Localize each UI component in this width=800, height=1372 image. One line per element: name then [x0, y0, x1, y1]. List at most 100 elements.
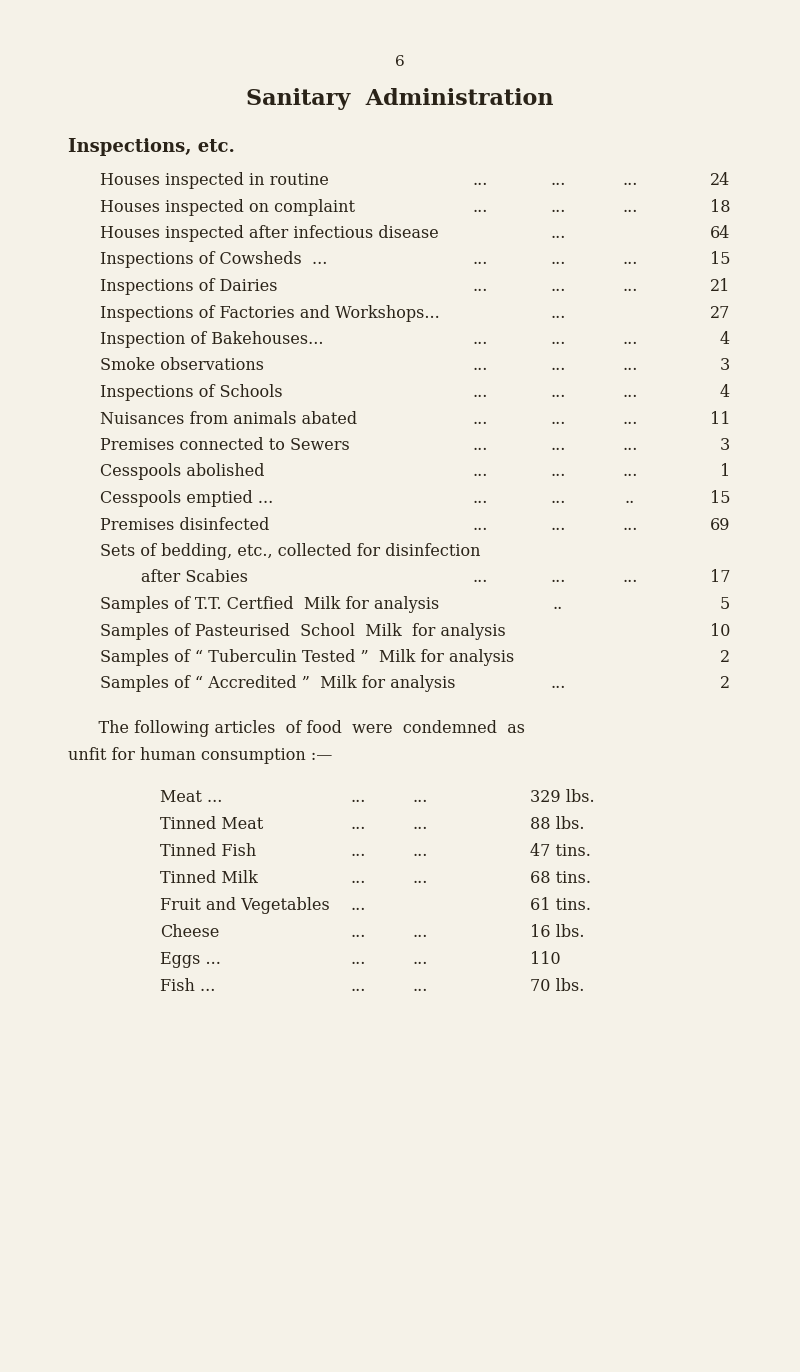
Text: ...: ... — [622, 516, 638, 534]
Text: Samples of Pasteurised  School  Milk  for analysis: Samples of Pasteurised School Milk for a… — [100, 623, 506, 639]
Text: Meat ...: Meat ... — [160, 789, 222, 805]
Text: Inspection of Bakehouses...: Inspection of Bakehouses... — [100, 331, 323, 348]
Text: Smoke observations: Smoke observations — [100, 358, 264, 375]
Text: ...: ... — [622, 172, 638, 189]
Text: 18: 18 — [710, 199, 730, 215]
Text: ...: ... — [622, 438, 638, 454]
Text: Fruit and Vegetables: Fruit and Vegetables — [160, 897, 330, 914]
Text: ...: ... — [350, 870, 366, 888]
Text: 17: 17 — [710, 569, 730, 586]
Text: Houses inspected on complaint: Houses inspected on complaint — [100, 199, 355, 215]
Text: Samples of “ Tuberculin Tested ”  Milk for analysis: Samples of “ Tuberculin Tested ” Milk fo… — [100, 649, 514, 665]
Text: ...: ... — [550, 569, 566, 586]
Text: 27: 27 — [710, 305, 730, 321]
Text: 16 lbs.: 16 lbs. — [530, 923, 585, 941]
Text: 110: 110 — [530, 951, 561, 969]
Text: Sanitary  Administration: Sanitary Administration — [246, 88, 554, 110]
Text: ...: ... — [550, 305, 566, 321]
Text: ...: ... — [472, 172, 488, 189]
Text: 61 tins.: 61 tins. — [530, 897, 591, 914]
Text: Tinned Fish: Tinned Fish — [160, 842, 256, 860]
Text: ...: ... — [350, 789, 366, 805]
Text: ..: .. — [625, 490, 635, 508]
Text: ...: ... — [550, 675, 566, 693]
Text: ...: ... — [472, 358, 488, 375]
Text: ...: ... — [350, 978, 366, 995]
Text: ...: ... — [350, 951, 366, 969]
Text: Inspections of Factories and Workshops...: Inspections of Factories and Workshops..… — [100, 305, 440, 321]
Text: unfit for human consumption :—: unfit for human consumption :— — [68, 746, 332, 763]
Text: Eggs ...: Eggs ... — [160, 951, 221, 969]
Text: ...: ... — [622, 410, 638, 428]
Text: 10: 10 — [710, 623, 730, 639]
Text: The following articles  of food  were  condemned  as: The following articles of food were cond… — [78, 720, 525, 737]
Text: Nuisances from animals abated: Nuisances from animals abated — [100, 410, 357, 428]
Text: ...: ... — [412, 816, 428, 833]
Text: ...: ... — [622, 331, 638, 348]
Text: Houses inspected in routine: Houses inspected in routine — [100, 172, 329, 189]
Text: 329 lbs.: 329 lbs. — [530, 789, 594, 805]
Text: ...: ... — [550, 279, 566, 295]
Text: Cesspools abolished: Cesspools abolished — [100, 464, 265, 480]
Text: ...: ... — [412, 789, 428, 805]
Text: ...: ... — [472, 279, 488, 295]
Text: ...: ... — [550, 358, 566, 375]
Text: Houses inspected after infectious disease: Houses inspected after infectious diseas… — [100, 225, 438, 241]
Text: Cesspools emptied ...: Cesspools emptied ... — [100, 490, 274, 508]
Text: Premises connected to Sewers: Premises connected to Sewers — [100, 438, 350, 454]
Text: ...: ... — [412, 870, 428, 888]
Text: 3: 3 — [720, 438, 730, 454]
Text: ...: ... — [472, 516, 488, 534]
Text: ...: ... — [622, 569, 638, 586]
Text: ...: ... — [550, 490, 566, 508]
Text: ...: ... — [622, 384, 638, 401]
Text: 15: 15 — [710, 490, 730, 508]
Text: 6: 6 — [395, 55, 405, 69]
Text: 2: 2 — [720, 649, 730, 665]
Text: 1: 1 — [720, 464, 730, 480]
Text: Inspections of Dairies: Inspections of Dairies — [100, 279, 278, 295]
Text: 15: 15 — [710, 251, 730, 269]
Text: ...: ... — [412, 951, 428, 969]
Text: ...: ... — [472, 331, 488, 348]
Text: ...: ... — [622, 199, 638, 215]
Text: ...: ... — [550, 225, 566, 241]
Text: ...: ... — [550, 516, 566, 534]
Text: ...: ... — [472, 438, 488, 454]
Text: ...: ... — [472, 464, 488, 480]
Text: ...: ... — [472, 199, 488, 215]
Text: 70 lbs.: 70 lbs. — [530, 978, 584, 995]
Text: ...: ... — [550, 331, 566, 348]
Text: 88 lbs.: 88 lbs. — [530, 816, 585, 833]
Text: ...: ... — [550, 438, 566, 454]
Text: Inspections, etc.: Inspections, etc. — [68, 139, 235, 156]
Text: ...: ... — [550, 199, 566, 215]
Text: ...: ... — [472, 251, 488, 269]
Text: ...: ... — [412, 923, 428, 941]
Text: ...: ... — [550, 410, 566, 428]
Text: ...: ... — [622, 464, 638, 480]
Text: 5: 5 — [720, 595, 730, 613]
Text: ...: ... — [622, 251, 638, 269]
Text: ...: ... — [350, 923, 366, 941]
Text: ...: ... — [550, 384, 566, 401]
Text: Fish ...: Fish ... — [160, 978, 215, 995]
Text: Cheese: Cheese — [160, 923, 219, 941]
Text: 24: 24 — [710, 172, 730, 189]
Text: Inspections of Schools: Inspections of Schools — [100, 384, 282, 401]
Text: 47 tins.: 47 tins. — [530, 842, 591, 860]
Text: ..: .. — [553, 595, 563, 613]
Text: 3: 3 — [720, 358, 730, 375]
Text: ...: ... — [350, 897, 366, 914]
Text: ...: ... — [472, 384, 488, 401]
Text: ...: ... — [472, 490, 488, 508]
Text: after Scabies: after Scabies — [100, 569, 248, 586]
Text: 21: 21 — [710, 279, 730, 295]
Text: ...: ... — [550, 172, 566, 189]
Text: ...: ... — [350, 842, 366, 860]
Text: ...: ... — [622, 279, 638, 295]
Text: ...: ... — [472, 569, 488, 586]
Text: ...: ... — [622, 358, 638, 375]
Text: 2: 2 — [720, 675, 730, 693]
Text: ...: ... — [412, 978, 428, 995]
